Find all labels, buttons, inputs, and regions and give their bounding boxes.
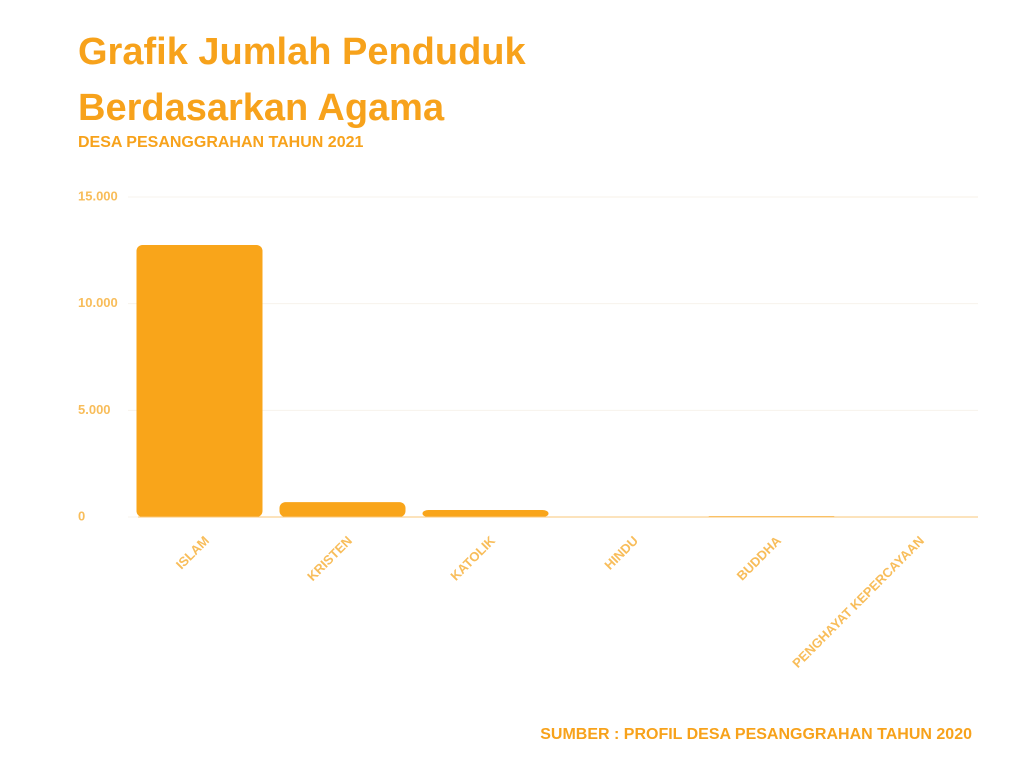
- y-tick-label: 10.000: [78, 295, 118, 310]
- source-note: SUMBER : PROFIL DESA PESANGGRAHAN TAHUN …: [540, 726, 972, 743]
- chart-title: Grafik Jumlah Penduduk Berdasarkan Agama: [78, 31, 526, 129]
- x-tick-label: KRISTEN: [304, 533, 355, 584]
- x-tick-label: KATOLIK: [447, 533, 498, 584]
- bar: [279, 502, 406, 517]
- bar: [136, 245, 263, 517]
- y-tick-label: 0: [78, 508, 85, 523]
- y-tick-label: 5.000: [78, 402, 111, 417]
- y-tick-label: 15.000: [78, 188, 118, 203]
- x-tick-label: HINDU: [601, 533, 641, 573]
- bar: [422, 509, 549, 517]
- x-tick-label: ISLAM: [173, 533, 212, 572]
- x-tick-label: BUDDHA: [734, 533, 785, 584]
- chart-subtitle: DESA PESANGGRAHAN TAHUN 2021: [78, 134, 364, 151]
- x-tick-label: PENGHAYAT KEPERCAYAAN: [789, 533, 927, 671]
